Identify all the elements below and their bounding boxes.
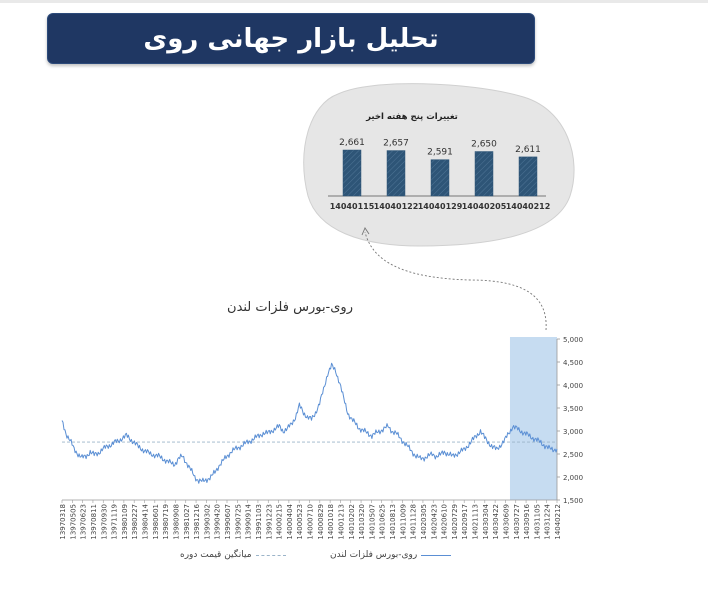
x-tick-label: 13970505 bbox=[69, 504, 77, 540]
x-tick-label: 13991223 bbox=[265, 504, 273, 540]
x-tick-label: 14020305 bbox=[420, 504, 428, 540]
mini-bar-value-label: 2,657 bbox=[383, 139, 409, 149]
x-tick-label: 14030916 bbox=[523, 503, 531, 539]
x-tick-label: 13970930 bbox=[100, 504, 108, 540]
x-tick-label: 14030727 bbox=[513, 504, 521, 540]
y-tick-label: 1,500 bbox=[563, 497, 583, 505]
mini-bar-value-label: 2,591 bbox=[427, 148, 453, 158]
x-tick-label: 14010507 bbox=[368, 504, 376, 540]
x-tick-label: 13990420 bbox=[214, 504, 222, 540]
x-tick-label: 14010625 bbox=[379, 504, 387, 540]
y-tick-label: 3,000 bbox=[563, 428, 583, 436]
y-tick-label: 4,500 bbox=[563, 359, 583, 367]
mini-category-label: 14040212 bbox=[506, 202, 551, 211]
x-tick-label: 13981216 bbox=[193, 503, 201, 539]
mini-bar bbox=[518, 156, 538, 197]
highlight-region bbox=[509, 337, 557, 500]
x-tick-label: 14001213 bbox=[337, 504, 345, 540]
legend-swatch-zinc bbox=[421, 554, 452, 556]
x-tick-label: 14001018 bbox=[327, 504, 335, 540]
callout-connector bbox=[364, 231, 547, 331]
x-tick-label: 13980908 bbox=[172, 504, 180, 540]
x-tick-label: 14000710 bbox=[307, 504, 315, 540]
x-tick-label: 13980719 bbox=[162, 504, 170, 540]
x-tick-label: 13980601 bbox=[152, 504, 160, 540]
legend-label-zinc: روی-بورس فلزات لندن bbox=[330, 550, 418, 560]
mini-chart-title: تغییرات پنج هفته اخیر bbox=[365, 112, 458, 122]
x-tick-label: 13980109 bbox=[121, 504, 129, 540]
mini-category-label: 14040115 bbox=[330, 202, 375, 211]
x-tick-label: 14020610 bbox=[441, 504, 449, 540]
y-tick-label: 2,500 bbox=[563, 451, 583, 459]
mini-category-label: 14040122 bbox=[374, 202, 419, 211]
page-title: تحلیل بازار جهانی روی bbox=[143, 23, 439, 54]
x-tick-label: 13970623 bbox=[80, 504, 88, 540]
y-tick-label: 5,000 bbox=[563, 336, 583, 344]
series-line-zinc-price bbox=[61, 362, 558, 484]
x-tick-label: 13980227 bbox=[131, 504, 139, 540]
mini-bar-value-label: 2,611 bbox=[515, 145, 541, 155]
x-tick-label: 13980414 bbox=[142, 503, 150, 539]
legend-label-average: میانگین قیمت دوره bbox=[180, 550, 252, 560]
x-tick-label: 14021113 bbox=[472, 504, 480, 540]
x-tick-label: 14000404 bbox=[286, 503, 294, 539]
x-tick-label: 14020917 bbox=[461, 504, 469, 540]
mini-category-label: 14040205 bbox=[462, 202, 507, 211]
legend-item-average: میانگین قیمت دوره bbox=[180, 550, 286, 560]
callout-arrowhead bbox=[361, 227, 370, 236]
x-tick-label: 13990302 bbox=[203, 504, 211, 540]
x-tick-label: 13981027 bbox=[183, 504, 191, 540]
mini-bar-value-label: 2,661 bbox=[339, 138, 365, 148]
y-tick-label: 2,000 bbox=[563, 474, 583, 482]
page-title-banner: تحلیل بازار جهانی روی bbox=[47, 13, 535, 64]
mini-bar-value-label: 2,650 bbox=[471, 140, 497, 150]
x-tick-label: 14000829 bbox=[317, 504, 325, 540]
mini-bar bbox=[342, 149, 362, 197]
x-tick-label: 13990914 bbox=[245, 503, 253, 539]
x-tick-label: 14000523 bbox=[296, 504, 304, 540]
x-tick-label: 14020423 bbox=[430, 504, 438, 540]
x-tick-label: 14010320 bbox=[358, 504, 366, 540]
mini-bar bbox=[430, 159, 450, 197]
top-border-line bbox=[0, 0, 708, 3]
x-tick-label: 13990725 bbox=[234, 504, 242, 540]
mini-bar bbox=[386, 150, 406, 197]
legend-item-zinc: روی-بورس فلزات لندن bbox=[330, 550, 452, 560]
x-tick-label: 14000215 bbox=[276, 504, 284, 540]
x-tick-label: 14030304 bbox=[482, 503, 490, 539]
x-tick-label: 14031224 bbox=[544, 503, 552, 539]
x-tick-label: 14010813 bbox=[389, 504, 397, 540]
x-tick-label: 14011128 bbox=[410, 504, 418, 540]
x-tick-label: 14030422 bbox=[492, 504, 500, 540]
x-tick-label: 14030609 bbox=[502, 504, 510, 540]
x-tick-label: 13970811 bbox=[90, 504, 98, 540]
x-tick-label: 14020729 bbox=[451, 504, 459, 540]
x-tick-label: 13991103 bbox=[255, 504, 263, 540]
x-tick-label: 14011009 bbox=[399, 504, 407, 540]
chart-legend: روی-بورس فلزات لندن میانگین قیمت دوره bbox=[180, 548, 480, 568]
x-tick-label: 14010202 bbox=[348, 504, 356, 540]
x-tick-label: 13990607 bbox=[224, 504, 232, 540]
x-tick-label: 13971119 bbox=[111, 504, 119, 540]
x-tick-label: 13970318 bbox=[59, 504, 67, 540]
x-tick-label: 14040212 bbox=[554, 504, 562, 540]
legend-swatch-average bbox=[255, 554, 286, 556]
y-tick-label: 4,000 bbox=[563, 382, 583, 390]
x-tick-label: 14031105 bbox=[533, 504, 541, 540]
mini-category-label: 14040129 bbox=[418, 202, 463, 211]
mini-bar bbox=[474, 151, 494, 197]
y-tick-label: 3,500 bbox=[563, 405, 583, 413]
main-chart-title: روی-بورس فلزات لندن bbox=[227, 300, 353, 315]
